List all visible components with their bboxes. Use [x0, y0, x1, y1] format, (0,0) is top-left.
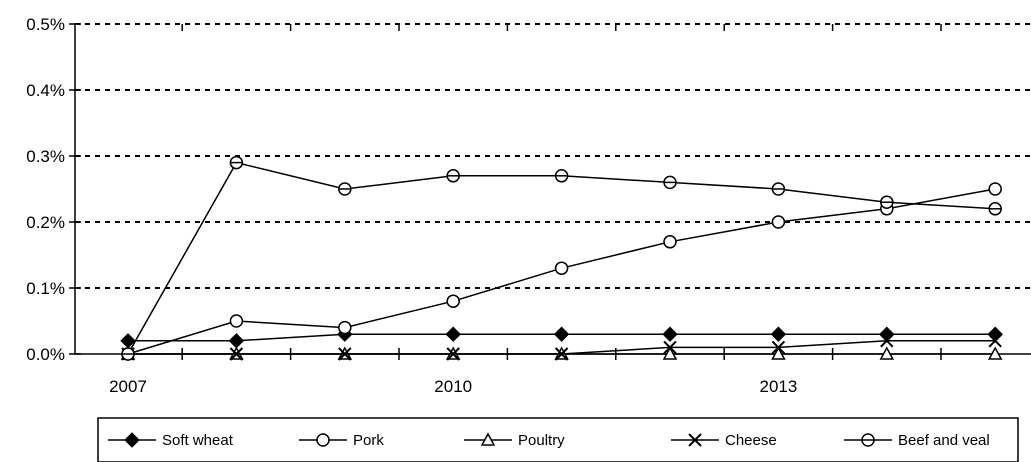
x-tick-label-2: 2013: [759, 377, 797, 396]
point-cheese-2011-stroke-b: [554, 347, 569, 361]
point-cheese-2011: [554, 347, 569, 361]
legend-marker-beef-and-veal: [861, 433, 875, 447]
point-pork-2010: [446, 294, 460, 308]
point-soft-wheat-2010: [445, 326, 461, 342]
point-beef-and-veal-2010: [446, 169, 460, 183]
point-poultry-2014: [879, 346, 895, 360]
point-pork-2008: [229, 314, 244, 328]
point-cheese-2009: [338, 347, 352, 361]
legend-entry-cheese: Cheese: [671, 432, 777, 449]
point-cheese-2010-stroke-b: [446, 347, 460, 361]
x-tick-label-1: 2010: [434, 377, 472, 396]
point-soft-wheat-2015: [987, 326, 1003, 342]
point-cheese-2015: [988, 334, 1002, 348]
legend-label-poultry: Poultry: [518, 432, 565, 449]
point-beef-and-veal-2013: [771, 182, 786, 196]
legend-label-pork: Pork: [353, 432, 384, 449]
point-beef-and-veal-2007: [121, 347, 135, 361]
legend-marker-cheese-stroke-b: [688, 433, 702, 447]
point-pork-2011: [554, 261, 569, 275]
y-tick-label-2: 0.2%: [26, 213, 65, 232]
y-tick-label-1: 0.1%: [26, 279, 65, 298]
legend-entry-beef-and-veal: Beef and veal: [844, 432, 990, 449]
y-tick-label-3: 0.3%: [26, 147, 65, 166]
series-soft-wheat: [120, 326, 1003, 349]
legend-marker-soft-wheat: [124, 432, 140, 448]
point-cheese-2012: [663, 340, 677, 355]
y-tick-label-0: 0.0%: [26, 345, 65, 364]
point-pork-2015: [988, 182, 1002, 196]
point-soft-wheat-2011: [553, 326, 570, 342]
point-soft-wheat-2008: [228, 333, 245, 349]
point-cheese-2010: [446, 347, 460, 361]
legend-marker-cheese: [688, 433, 702, 447]
point-cheese-2013-stroke-b: [771, 340, 786, 355]
point-pork-2012: [663, 235, 677, 249]
point-beef-and-veal-2011: [554, 169, 569, 183]
gridlines: [75, 23, 1031, 289]
point-poultry-2013: [771, 346, 786, 360]
legend-entry-pork: Pork: [299, 432, 384, 449]
point-poultry-2015: [987, 346, 1003, 360]
series-beef-and-veal: [121, 155, 1002, 361]
legend-label-cheese: Cheese: [725, 432, 777, 449]
point-beef-and-veal-2015: [988, 202, 1002, 216]
series-group: [120, 155, 1003, 361]
point-cheese-2015-stroke-b: [988, 334, 1002, 348]
point-soft-wheat-2013: [770, 326, 787, 342]
point-soft-wheat-2012: [662, 326, 678, 342]
legend: Soft wheat Pork Poultry Cheese Beef and veal: [97, 417, 1019, 462]
point-cheese-2008-stroke-b: [229, 347, 244, 361]
point-cheese-2008: [229, 347, 244, 361]
y-tick-label-5: 0.5%: [26, 15, 65, 34]
legend-label-soft-wheat: Soft wheat: [162, 432, 234, 449]
point-poultry-2012: [662, 346, 678, 360]
point-pork-2009: [338, 320, 352, 335]
legend-label-beef-and-veal: Beef and veal: [898, 432, 990, 449]
y-tick-label-4: 0.4%: [26, 81, 65, 100]
point-cheese-2013: [771, 340, 786, 355]
point-beef-and-veal-2012: [663, 175, 677, 190]
point-cheese-2009-stroke-b: [338, 347, 352, 361]
point-soft-wheat-2014: [879, 326, 895, 342]
point-cheese-2014-stroke-b: [880, 334, 894, 348]
series-line-beef-and-veal: [127, 161, 996, 355]
legend-entry-soft-wheat: Soft wheat: [108, 432, 234, 449]
legend-marker-pork: [316, 433, 330, 447]
legend-entry-poultry: Poultry: [464, 432, 565, 449]
point-cheese-2012-stroke-b: [663, 340, 677, 355]
point-cheese-2014: [880, 334, 894, 348]
legend-marker-poultry: [480, 432, 496, 446]
point-pork-2013: [771, 215, 786, 229]
point-beef-and-veal-2009: [338, 182, 352, 196]
point-beef-and-veal-2008: [229, 155, 244, 170]
x-tick-label-0: 2007: [109, 377, 147, 396]
point-beef-and-veal-2014: [880, 195, 894, 209]
